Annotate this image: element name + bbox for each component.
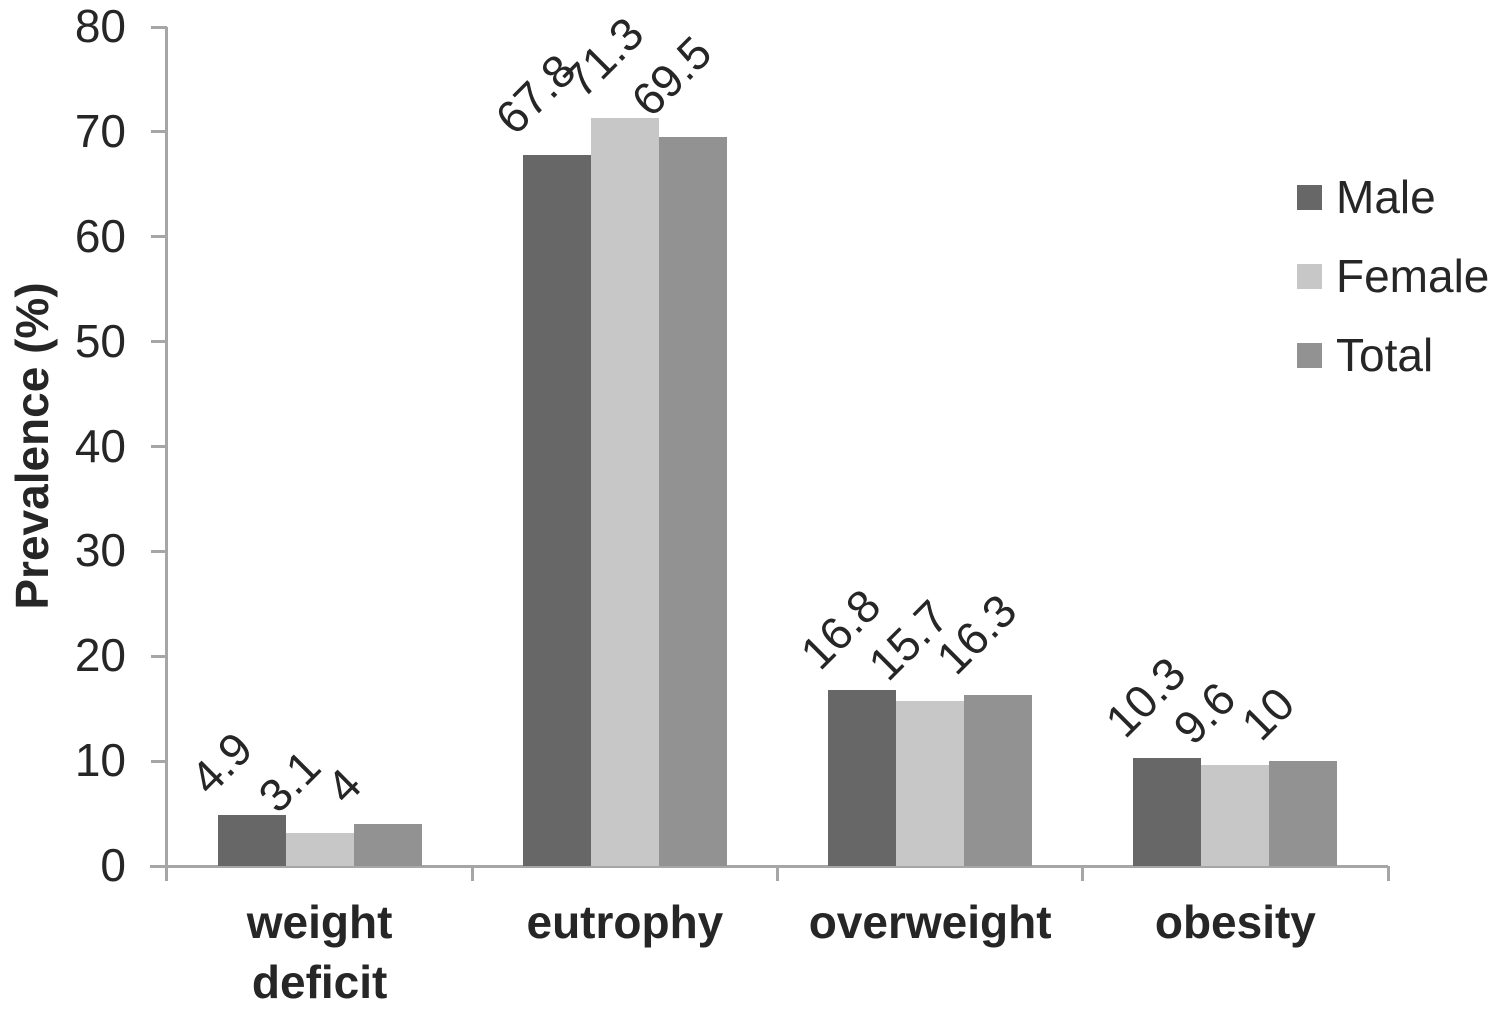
y-tick-label-70: 70 (74, 104, 126, 157)
value-label-female-weight-deficit: 3.1 (247, 740, 330, 823)
bar-male-overweight (828, 689, 897, 866)
value-label-total-overweight: 16.3 (926, 584, 1027, 685)
legend-item-female: Female (1297, 253, 1489, 299)
y-tick-label-0: 0 (100, 839, 126, 892)
bar-total-obesity (1269, 761, 1338, 866)
y-tick-label-80: 80 (74, 0, 126, 53)
bar-total-eutrophy (658, 137, 727, 866)
bar-female-weight-deficit (285, 833, 354, 866)
category-label-obesity: obesity (1154, 896, 1316, 948)
y-tick-10 (151, 759, 167, 763)
y-tick-label-20: 20 (74, 629, 126, 682)
y-tick-label-40: 40 (74, 419, 126, 472)
bar-male-weight-deficit (217, 814, 286, 866)
bar-total-weight-deficit (353, 824, 422, 866)
category-label-eutrophy: eutrophy (526, 896, 724, 948)
y-tick-30 (151, 549, 167, 553)
y-axis-line (164, 27, 168, 881)
y-tick-50 (151, 340, 167, 344)
x-tick-4 (1386, 866, 1390, 881)
x-tick-1 (470, 866, 474, 881)
y-tick-80 (151, 25, 167, 29)
y-tick-label-50: 50 (74, 314, 126, 367)
female-swatch-icon (1297, 263, 1322, 289)
y-tick-20 (151, 654, 167, 658)
y-tick-label-60: 60 (74, 209, 126, 262)
bar-female-obesity (1201, 765, 1270, 866)
y-tick-70 (151, 130, 167, 134)
bar-male-eutrophy (522, 154, 591, 866)
y-tick-60 (151, 235, 167, 239)
value-label-male-weight-deficit: 4.9 (179, 721, 262, 804)
male-swatch-icon (1297, 184, 1322, 210)
y-tick-label-30: 30 (74, 524, 126, 577)
y-tick-40 (151, 445, 167, 448)
y-tick-label-10: 10 (74, 734, 126, 787)
legend-label-female: Female (1336, 250, 1490, 302)
legend-label-total: Total (1336, 329, 1434, 381)
x-tick-2 (776, 866, 779, 881)
legend: Male Female Total (1297, 174, 1489, 411)
x-axis-line (150, 864, 1388, 868)
value-label-total-weight-deficit: 4 (315, 758, 371, 814)
legend-item-male: Male (1297, 174, 1489, 220)
bar-total-overweight (964, 695, 1033, 866)
category-label-overweight: overweight (808, 896, 1052, 948)
bar-female-eutrophy (590, 118, 659, 866)
legend-item-total: Total (1297, 332, 1489, 378)
total-swatch-icon (1297, 342, 1322, 368)
value-label-total-obesity: 10 (1231, 677, 1305, 751)
x-tick-3 (1081, 866, 1085, 881)
legend-label-male: Male (1336, 171, 1436, 223)
bar-female-overweight (896, 701, 965, 866)
bar-male-obesity (1133, 757, 1202, 866)
category-label-weight-deficit: weight deficit (246, 896, 393, 1008)
y-tick-0 (151, 864, 167, 868)
